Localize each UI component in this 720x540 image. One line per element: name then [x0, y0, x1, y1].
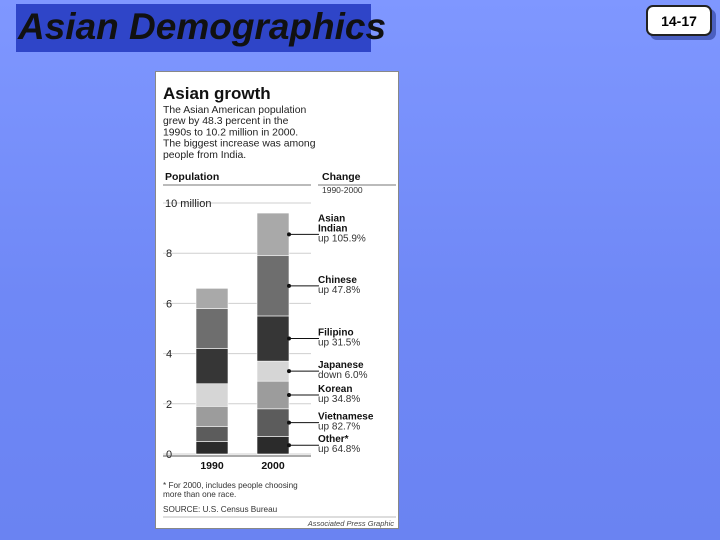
- chart-subtitle-line: The biggest increase was among: [163, 139, 316, 150]
- series-change-label: up 47.8%: [318, 285, 360, 296]
- bar-segment: [195, 348, 229, 385]
- series-change-label: up 82.7%: [318, 422, 360, 433]
- chart-subtitle-line: 1990s to 10.2 million in 2000.: [163, 127, 298, 138]
- bar-segment: [256, 408, 290, 437]
- slide-title: Asian Demographics: [18, 6, 387, 47]
- bar-segment: [256, 315, 290, 362]
- series-change-label: up 34.8%: [318, 394, 360, 405]
- y-tick-label: 4: [166, 349, 172, 361]
- y-tick-label: 0: [166, 449, 172, 461]
- bar-segment: [195, 288, 229, 309]
- y-tick-label: 8: [166, 248, 172, 260]
- series-change-label: up 64.8%: [318, 444, 360, 455]
- series-name-label: Korean: [318, 384, 352, 395]
- series-change-label: down 6.0%: [318, 370, 368, 381]
- bar-segment: [256, 380, 290, 410]
- series-change-label: up 31.5%: [318, 338, 360, 349]
- chart-subtitle-line: grew by 48.3 percent in the: [163, 116, 289, 127]
- chart-subtitle-line: The Asian American population: [163, 105, 306, 116]
- series-change-label: up 105.9%: [318, 233, 366, 244]
- leader-dot: [287, 232, 291, 237]
- bar-segment: [195, 383, 229, 407]
- leader-dot: [287, 420, 291, 425]
- series-name-label: Japanese: [318, 360, 364, 371]
- bar-segment: [195, 426, 229, 442]
- leader-dot: [287, 443, 291, 448]
- bar-segment: [195, 308, 229, 349]
- bar-segment: [195, 441, 229, 455]
- x-category-label: 1990: [200, 460, 224, 472]
- series-name-label: Indian: [318, 223, 347, 234]
- stacked-bar-chart: Asian growth The Asian American populatio…: [163, 84, 396, 528]
- slide-title-box: Asian Demographics: [16, 4, 386, 52]
- y-tick-label: 2: [166, 399, 172, 411]
- credit-label: Associated Press Graphic: [307, 519, 395, 528]
- bar-segment: [256, 360, 290, 382]
- slide-number: 14-17: [646, 5, 712, 36]
- y-top-label: 10 million: [165, 198, 211, 210]
- x-category-label: 2000: [261, 460, 285, 472]
- series-name-label: Other*: [318, 434, 349, 445]
- series-name-label: Asian: [318, 213, 345, 224]
- leader-dot: [287, 283, 291, 288]
- change-period: 1990-2000: [322, 185, 363, 195]
- leader-dot: [287, 393, 291, 398]
- chart-subtitle-line: people from India.: [163, 150, 246, 161]
- change-header: Change: [322, 171, 361, 183]
- series-name-label: Filipino: [318, 328, 354, 339]
- footnote-line: * For 2000, includes people choosing: [163, 481, 298, 490]
- y-tick-label: 6: [166, 298, 172, 310]
- chart-graphic: Asian growth The Asian American populatio…: [155, 71, 399, 529]
- leader-dot: [287, 336, 291, 341]
- source-label: SOURCE: U.S. Census Bureau: [163, 505, 278, 514]
- series-name-label: Chinese: [318, 275, 357, 286]
- chart-title: Asian growth: [163, 84, 271, 103]
- bar-segment: [256, 255, 290, 317]
- bar-segment: [195, 406, 229, 427]
- bar-segment: [256, 436, 290, 455]
- footnote-line: more than one race.: [163, 490, 236, 499]
- bar-segment: [256, 212, 290, 257]
- series-name-label: Vietnamese: [318, 412, 374, 423]
- leader-dot: [287, 369, 291, 374]
- population-header: Population: [165, 171, 219, 183]
